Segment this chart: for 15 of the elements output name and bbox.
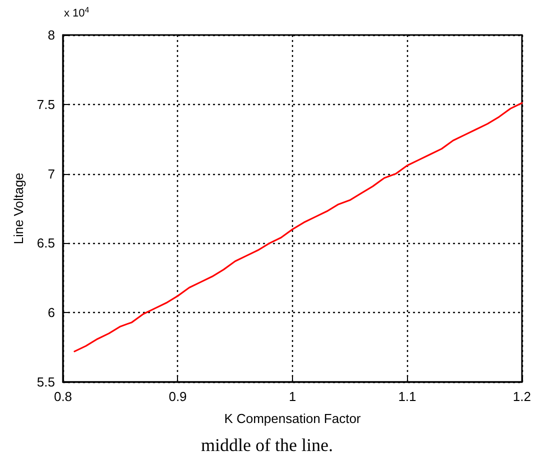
x-tick-label: 0.9 — [168, 389, 187, 404]
y-tick-label: 7 — [48, 166, 55, 182]
text: middle of the line. — [201, 435, 333, 455]
x-tick-label: 1.1 — [398, 389, 416, 404]
y-tick-label: 6.5 — [36, 236, 55, 251]
y-tick-label: 7.5 — [36, 96, 55, 112]
y-tick-label: 6 — [48, 305, 55, 320]
x-tick-label: 0.8 — [54, 389, 72, 404]
line-series — [74, 102, 523, 352]
y-tick-label: 8 — [48, 28, 55, 42]
x-axis-title: K Compensation Factor — [224, 411, 362, 426]
x-tick-label: 1.2 — [512, 389, 532, 404]
x-tick-label: 1 — [288, 389, 296, 404]
y-tick-label: 5.5 — [36, 374, 55, 390]
y-axis-title: Line Voltage — [11, 172, 26, 244]
